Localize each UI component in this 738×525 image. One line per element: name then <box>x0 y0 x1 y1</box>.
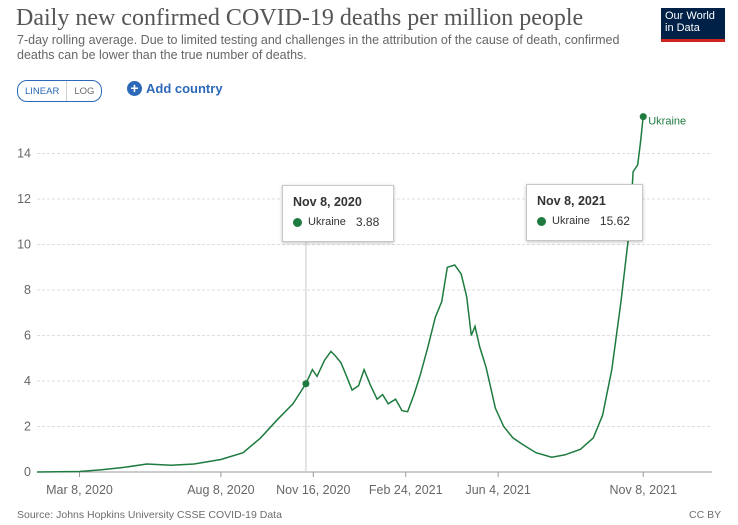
x-axis-ticks: Mar 8, 2020 Aug 8, 2020 Nov 16, 2020 Feb 24… <box>46 472 677 497</box>
linear-scale-button[interactable]: LINEAR <box>18 81 68 101</box>
tooltip-series: Ukraine <box>552 215 590 227</box>
tooltip-date: Nov 8, 2020 <box>293 195 362 209</box>
chart-title: Daily new confirmed COVID-19 deaths per … <box>16 5 584 31</box>
x-tick-label: Nov 8, 2021 <box>610 483 677 497</box>
plus-icon: + <box>127 81 142 96</box>
tooltip-date: Nov 8, 2021 <box>537 194 606 208</box>
tooltip-nov-2020: Nov 8, 2020 Ukraine 3.88 <box>282 185 394 242</box>
tooltip-nov-2021: Nov 8, 2021 Ukraine 15.62 <box>526 184 643 241</box>
grid-lines <box>37 153 712 473</box>
scale-toggle: LINEAR LOG <box>17 80 103 102</box>
y-tick-label: 12 <box>17 192 31 206</box>
license-link[interactable]: CC BY <box>689 509 722 521</box>
x-tick-label: Nov 16, 2020 <box>276 483 350 497</box>
series-end-label[interactable]: Ukraine <box>648 116 686 128</box>
y-tick-label: 10 <box>17 238 31 252</box>
hover-point-marker <box>302 380 310 388</box>
y-axis-ticks: 0 2 4 6 8 10 12 14 <box>17 147 31 480</box>
tooltip-value: 3.88 <box>355 215 380 229</box>
tooltip-row: Ukraine 15.62 <box>537 214 632 228</box>
series-line-ukraine <box>36 116 644 473</box>
chart-subtitle: 7-day rolling average. Due to limited te… <box>17 33 620 62</box>
x-tick-label: Feb 24, 2021 <box>369 483 443 497</box>
x-tick-label: Jun 4, 2021 <box>465 483 530 497</box>
y-tick-label: 4 <box>24 374 31 388</box>
tooltip-value: 15.62 <box>599 214 630 228</box>
log-scale-button[interactable]: LOG <box>74 85 95 97</box>
end-point-marker <box>639 113 647 121</box>
y-tick-label: 0 <box>24 465 31 479</box>
x-tick-label: Mar 8, 2020 <box>46 483 113 497</box>
y-tick-label: 2 <box>24 420 31 434</box>
tooltip-series: Ukraine <box>308 216 346 228</box>
logo-line-2: in Data <box>665 22 700 34</box>
tooltip-row: Ukraine 3.88 <box>293 215 383 229</box>
x-tick-label: Aug 8, 2020 <box>187 483 254 497</box>
line-chart[interactable]: 0 2 4 6 8 10 12 14 Mar 8, 2020 Aug 8, 2020 Nov 16… <box>0 105 738 505</box>
logo-line-1: Our World <box>665 10 715 22</box>
y-tick-label: 8 <box>24 283 31 297</box>
add-country-button[interactable]: + Add country <box>127 81 223 96</box>
owid-logo[interactable]: Our World in Data <box>661 8 725 42</box>
source-note: Source: Johns Hopkins University CSSE CO… <box>17 509 282 521</box>
y-tick-label: 6 <box>24 329 31 343</box>
series-dot-icon <box>537 216 546 226</box>
series-dot-icon <box>293 217 302 227</box>
add-country-label: Add country <box>146 81 223 96</box>
y-tick-label: 14 <box>17 147 31 161</box>
